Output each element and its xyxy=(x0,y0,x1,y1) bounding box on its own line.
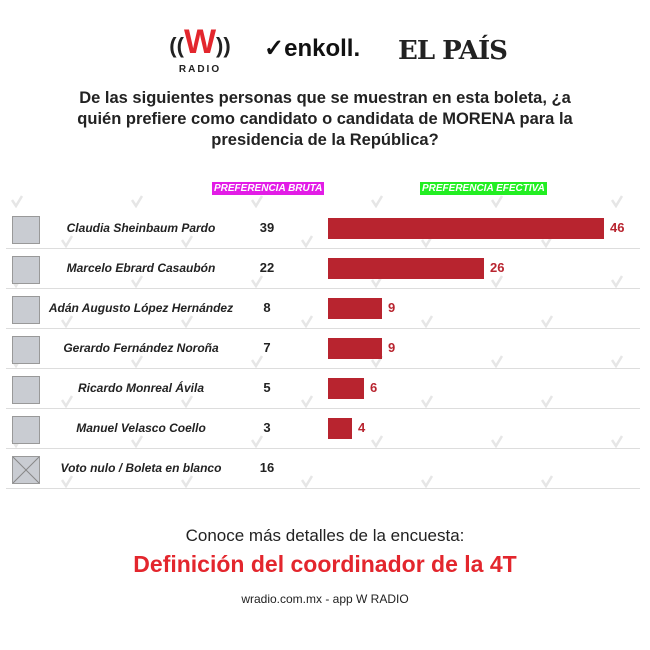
enkoll-watermark-icon xyxy=(250,274,264,289)
enkoll-watermark-icon xyxy=(610,354,624,369)
candidate-name: Gerardo Fernández Noroña xyxy=(63,341,219,355)
question: De las siguientes personas que se muestr… xyxy=(77,89,573,149)
enkoll-watermark-icon xyxy=(250,434,264,449)
enkoll-watermark-icon xyxy=(130,354,144,369)
el-pais-logo: EL PAÍS xyxy=(398,36,508,66)
bar xyxy=(328,338,382,359)
enkoll-watermark-icon xyxy=(420,314,434,329)
candidate-name: Adán Augusto López Hernández xyxy=(48,301,234,315)
enkoll-watermark-icon xyxy=(300,474,314,489)
enkoll-watermark-icon xyxy=(130,274,144,289)
table-row: Manuel Velasco Coello 3 4 xyxy=(6,408,640,449)
efectiva-value: 26 xyxy=(490,260,505,275)
candidate-photo xyxy=(12,416,40,444)
cta-link[interactable]: Definición del coordinador de la 4T xyxy=(133,551,517,577)
efectiva-value: 46 xyxy=(610,220,625,235)
enkoll-watermark-icon xyxy=(490,354,504,369)
efectiva-value: 9 xyxy=(388,340,396,355)
table-row: Voto nulo / Boleta en blanco 16 xyxy=(6,448,640,489)
bruta-value: 5 xyxy=(263,380,271,395)
more-details: Conoce más detalles de la encuesta: xyxy=(185,526,465,545)
candidate-name: Manuel Velasco Coello xyxy=(76,421,206,435)
enkoll-watermark-icon xyxy=(490,434,504,449)
enkoll-watermark-icon xyxy=(60,234,74,249)
enkoll-watermark-icon xyxy=(130,194,144,209)
blank-ballot-icon xyxy=(12,456,40,484)
enkoll-watermark-icon xyxy=(610,434,624,449)
table-row: Ricardo Monreal Ávila 5 6 xyxy=(6,368,640,409)
table-row: Claudia Sheinbaum Pardo 39 46 xyxy=(6,208,640,249)
enkoll-watermark-icon xyxy=(540,314,554,329)
enkoll-watermark-icon xyxy=(490,274,504,289)
table-row: Marcelo Ebrard Casaubón 22 26 xyxy=(6,248,640,289)
efectiva-value: 6 xyxy=(370,380,378,395)
enkoll-watermark-icon xyxy=(490,194,504,209)
candidate-photo xyxy=(12,256,40,284)
source[interactable]: wradio.com.mx - app W RADIO xyxy=(241,592,409,606)
bruta-value: 39 xyxy=(259,220,275,235)
candidate-photo xyxy=(12,216,40,244)
candidate-name: Marcelo Ebrard Casaubón xyxy=(66,261,216,275)
enkoll-watermark-icon xyxy=(370,354,384,369)
header-preferencia-efectiva: PREFERENCIA EFECTIVA xyxy=(420,182,547,195)
candidate-photo xyxy=(12,376,40,404)
enkoll-watermark-icon xyxy=(370,194,384,209)
enkoll-watermark-icon xyxy=(370,274,384,289)
enkoll-watermark-icon xyxy=(180,394,194,409)
enkoll-logo: ✓enkoll. xyxy=(264,35,361,62)
enkoll-watermark-icon xyxy=(250,354,264,369)
enkoll-watermark-icon xyxy=(540,234,554,249)
efectiva-value: 9 xyxy=(388,300,396,315)
enkoll-watermark-icon xyxy=(540,394,554,409)
efectiva-value: 4 xyxy=(358,420,366,435)
bar xyxy=(328,378,364,399)
logos: ((W)) RADIO ✓enkoll. EL PAÍS xyxy=(0,24,650,80)
bruta-value: 8 xyxy=(263,300,271,315)
enkoll-watermark-icon xyxy=(370,434,384,449)
enkoll-watermark-icon xyxy=(420,394,434,409)
enkoll-watermark-icon xyxy=(60,394,74,409)
header-preferencia-bruta: PREFERENCIA BRUTA xyxy=(212,182,325,195)
enkoll-watermark-icon xyxy=(60,474,74,489)
enkoll-watermark-icon xyxy=(420,474,434,489)
enkoll-watermark-icon xyxy=(300,394,314,409)
enkoll-watermark-icon xyxy=(60,314,74,329)
enkoll-watermark-icon xyxy=(540,474,554,489)
candidate-name: Claudia Sheinbaum Pardo xyxy=(66,221,216,235)
enkoll-watermark-icon xyxy=(180,474,194,489)
enkoll-watermark-icon xyxy=(180,314,194,329)
candidate-name: Ricardo Monreal Ávila xyxy=(77,381,205,395)
enkoll-watermark-icon xyxy=(610,274,624,289)
candidate-photo xyxy=(12,336,40,364)
candidate-photo xyxy=(12,296,40,324)
table-row: Gerardo Fernández Noroña 7 9 xyxy=(6,328,640,369)
enkoll-watermark-icon xyxy=(180,234,194,249)
bar xyxy=(328,418,352,439)
bar xyxy=(328,258,484,279)
candidate-name: Voto nulo / Boleta en blanco xyxy=(60,461,222,475)
enkoll-watermark-icon xyxy=(300,234,314,249)
w-radio-logo: ((W)) RADIO xyxy=(169,23,231,75)
table-row: Adán Augusto López Hernández 8 9 xyxy=(6,288,640,329)
enkoll-watermark-icon xyxy=(10,194,24,209)
enkoll-watermark-icon xyxy=(610,194,624,209)
enkoll-watermark-icon xyxy=(250,194,264,209)
bruta-value: 16 xyxy=(259,460,275,475)
bar xyxy=(328,298,382,319)
bruta-value: 7 xyxy=(263,340,271,355)
bruta-value: 22 xyxy=(259,260,275,275)
enkoll-watermark-icon xyxy=(300,314,314,329)
enkoll-watermark-icon xyxy=(130,434,144,449)
bar xyxy=(328,218,604,239)
bruta-value: 3 xyxy=(263,420,271,435)
enkoll-watermark-icon xyxy=(420,234,434,249)
